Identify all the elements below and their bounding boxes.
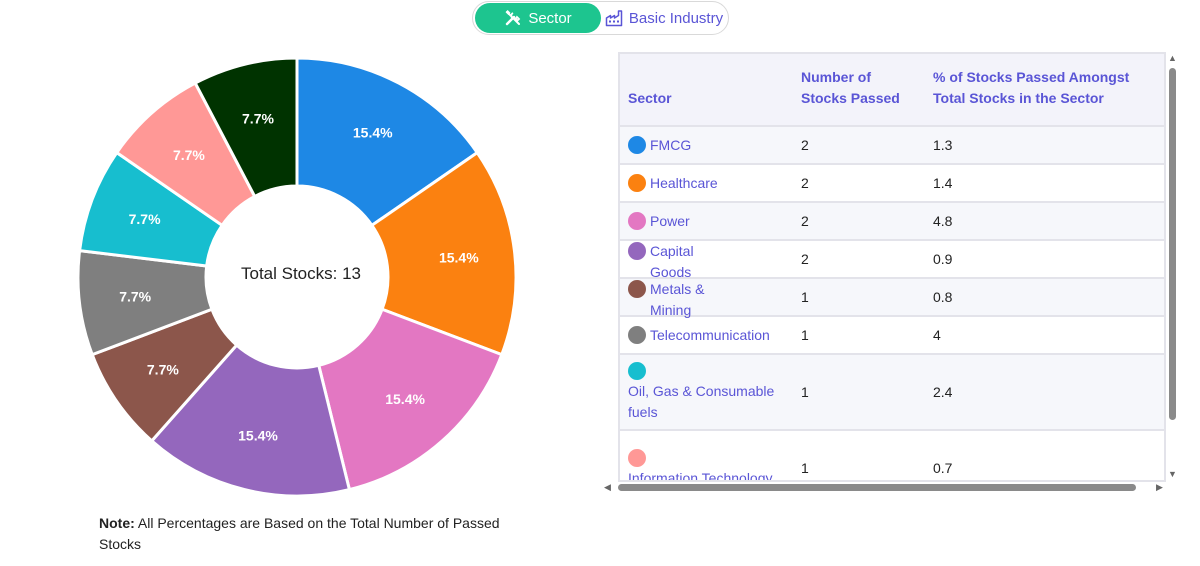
sector-color-dot xyxy=(628,280,646,298)
scroll-right-arrow-icon[interactable]: ▶ xyxy=(1156,482,1163,492)
header-sector[interactable]: Sector xyxy=(620,54,793,127)
passed-percent: 1.4 xyxy=(925,164,1164,203)
table-horizontal-scrollbar[interactable]: ◀ ▶ xyxy=(604,482,1166,494)
passed-percent: 4 xyxy=(925,316,1164,355)
sector-table: Sector Number of Stocks Passed % of Stoc… xyxy=(620,54,1164,482)
table-row: FMCG 2 1.3 xyxy=(620,126,1164,165)
note-prefix: Note: xyxy=(99,515,135,531)
factory-icon xyxy=(605,10,623,27)
passed-count: 2 xyxy=(793,126,925,165)
table-row: Information Technology 1 0.7 xyxy=(620,430,1164,482)
sector-name[interactable]: Capital Goods xyxy=(650,243,694,280)
sector-table-container: Sector Number of Stocks Passed % of Stoc… xyxy=(618,52,1166,482)
sector-color-dot xyxy=(628,173,646,192)
sector-color-dot xyxy=(628,242,646,260)
passed-count: 1 xyxy=(793,354,925,431)
scroll-up-arrow-icon[interactable]: ▲ xyxy=(1168,53,1177,63)
scroll-left-arrow-icon[interactable]: ◀ xyxy=(604,482,611,492)
basic-industry-toggle-button[interactable]: Basic Industry xyxy=(601,3,727,33)
passed-count: 1 xyxy=(793,430,925,480)
passed-count: 2 xyxy=(793,202,925,241)
table-row: Capital Goods 2 0.9 xyxy=(620,240,1164,280)
donut-slice-labels: 15.4% 15.4% 15.4% 15.4% 7.7% 7.7% 7.7% 7.7% 7.7% xyxy=(119,111,479,444)
sector-color-dot xyxy=(628,325,646,344)
tools-icon xyxy=(505,10,521,26)
donut-slice-label-7: 7.7% xyxy=(129,211,161,227)
donut-slice-label-9: 7.7% xyxy=(242,111,274,127)
table-row: Telecommunication 1 4 xyxy=(620,316,1164,355)
donut-slices xyxy=(76,56,518,498)
passed-percent: 1.3 xyxy=(925,126,1164,165)
table-header-row: Sector Number of Stocks Passed % of Stoc… xyxy=(620,54,1164,127)
donut-slice-label-8: 7.7% xyxy=(173,147,205,163)
view-toggle: Sector Basic Industry xyxy=(472,1,729,35)
donut-slice-label-1: 15.4% xyxy=(353,125,393,141)
passed-count: 2 xyxy=(793,164,925,203)
passed-percent: 0.9 xyxy=(925,240,1164,279)
sector-name[interactable]: Telecommunication xyxy=(650,326,770,343)
donut-slice-9[interactable] xyxy=(193,56,299,198)
basic-industry-toggle-label: Basic Industry xyxy=(628,9,724,27)
table-row: Power 2 4.8 xyxy=(620,202,1164,241)
note-text: All Percentages are Based on the Total N… xyxy=(99,515,500,552)
scroll-down-arrow-icon[interactable]: ▼ xyxy=(1168,469,1177,479)
sector-name[interactable]: Healthcare xyxy=(650,174,718,191)
sector-donut-chart: 15.4% 15.4% 15.4% 15.4% 7.7% 7.7% 7.7% 7.7% 7.7%… xyxy=(76,56,518,498)
sector-name[interactable]: Oil, Gas & Consumable fuels xyxy=(628,383,775,420)
vertical-scroll-thumb[interactable] xyxy=(1169,68,1176,420)
passed-percent: 4.8 xyxy=(925,202,1164,241)
passed-percent: 2.4 xyxy=(925,354,1164,431)
passed-count: 1 xyxy=(793,278,925,317)
sector-name[interactable]: Information Technology xyxy=(628,469,773,482)
table-row: Metals & Mining 1 0.8 xyxy=(620,278,1164,318)
donut-slice-label-6: 7.7% xyxy=(119,289,151,305)
table-row: Oil, Gas & Consumable fuels 1 2.4 xyxy=(620,354,1164,431)
donut-slice-4[interactable] xyxy=(150,343,351,498)
donut-slice-3[interactable] xyxy=(317,307,504,492)
sector-name[interactable]: FMCG xyxy=(650,136,692,153)
sector-toggle-button[interactable]: Sector xyxy=(475,3,601,33)
donut-slice-label-3: 15.4% xyxy=(385,391,425,407)
passed-percent: 0.7 xyxy=(925,430,1164,480)
passed-count: 2 xyxy=(793,240,925,279)
donut-center-label: Total Stocks: 13 xyxy=(241,264,361,283)
sector-color-dot xyxy=(628,211,646,230)
donut-slice-label-2: 15.4% xyxy=(439,249,479,265)
passed-percent: 0.8 xyxy=(925,278,1164,317)
sector-color-dot xyxy=(628,362,646,380)
sector-color-dot xyxy=(628,448,646,467)
sector-toggle-label: Sector xyxy=(528,9,572,27)
passed-count: 1 xyxy=(793,316,925,355)
sector-name[interactable]: Metals & Mining xyxy=(650,281,705,318)
chart-note: Note: All Percentages are Based on the T… xyxy=(99,513,519,555)
table-vertical-scrollbar[interactable]: ▲ ▼ xyxy=(1166,52,1178,482)
header-percent-passed[interactable]: % of Stocks Passed Amongst Total Stocks … xyxy=(925,54,1164,127)
donut-slice-label-4: 15.4% xyxy=(238,427,278,443)
donut-slice-label-5: 7.7% xyxy=(147,362,179,378)
sector-name[interactable]: Power xyxy=(650,212,690,229)
table-row: Healthcare 2 1.4 xyxy=(620,164,1164,203)
horizontal-scroll-thumb[interactable] xyxy=(618,484,1136,491)
donut-slice-2[interactable] xyxy=(370,151,518,357)
sector-color-dot xyxy=(628,135,646,154)
header-number-passed[interactable]: Number of Stocks Passed xyxy=(793,54,925,127)
